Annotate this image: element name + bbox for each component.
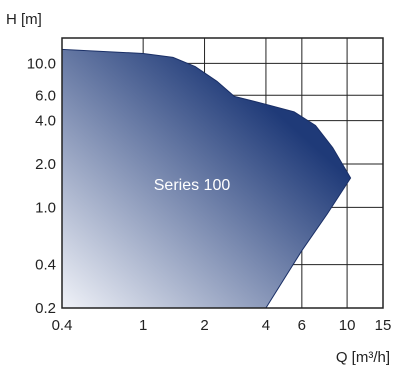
y-tick-label: 2.0 [35, 156, 56, 173]
tick-labels: 0.4 1 2 4 6 10 150.20.41.02.04.06.010.0 [27, 55, 392, 334]
y-tick-label: 4.0 [35, 113, 56, 130]
x-tick-label: 1 [139, 317, 147, 334]
x-tick-label: 15 [375, 317, 392, 334]
x-axis-label: Q [m³/h] [336, 349, 390, 366]
y-tick-label: 0.4 [35, 257, 56, 274]
x-tick-label: 10 [339, 317, 356, 334]
series-area [61, 48, 352, 309]
x-tick-label: 6 [298, 317, 306, 334]
x-tick-label: 0.4 [52, 317, 73, 334]
area-layer [61, 48, 352, 309]
y-tick-label: 10.0 [27, 55, 56, 72]
y-tick-label: 0.2 [35, 300, 56, 317]
y-tick-label: 1.0 [35, 199, 56, 216]
plot-border [61, 37, 384, 309]
plot-frame [61, 37, 384, 309]
y-tick-label: 6.0 [35, 87, 56, 104]
x-tick-label: 4 [262, 317, 270, 334]
x-tick-label: 2 [200, 317, 208, 334]
series-label: Series 100 [154, 177, 231, 194]
y-axis-label: H [m] [6, 11, 42, 28]
